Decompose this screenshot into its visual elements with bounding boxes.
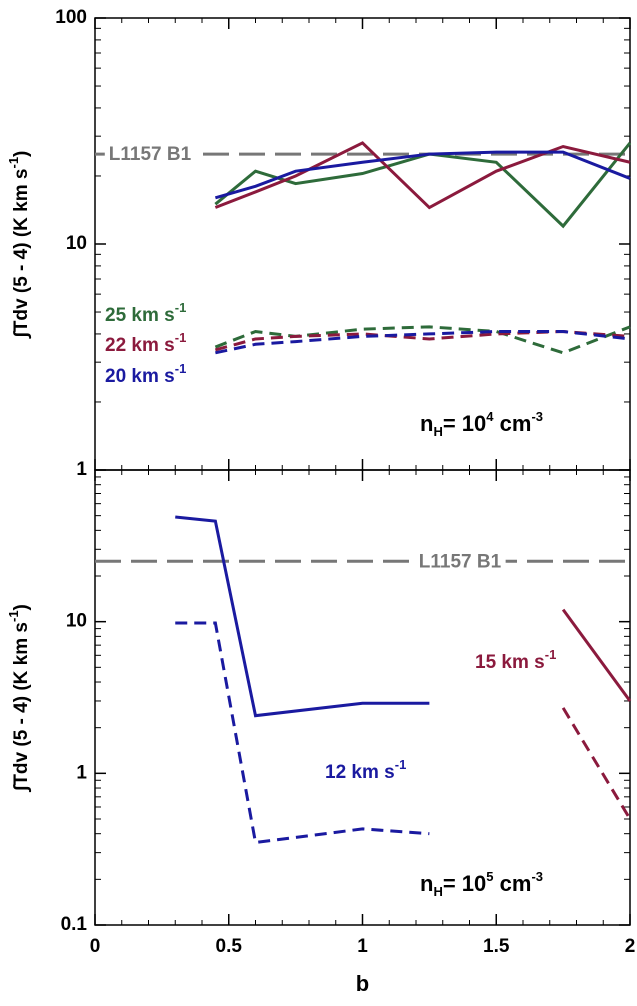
x-tick-label: 1.5	[483, 936, 510, 957]
series-label: 25 km s-1	[105, 300, 186, 326]
y-tick-label: 10	[66, 233, 87, 254]
y-tick-label: 10	[66, 611, 87, 632]
series-label-part: -1	[545, 647, 557, 662]
x-tick-label: 1	[357, 936, 368, 957]
series-label: nH= 104 cm-3	[420, 409, 543, 439]
series-label-part: 4	[486, 409, 494, 424]
series-line	[214, 150, 631, 200]
series-line	[175, 621, 430, 845]
plot-frame	[94, 17, 631, 471]
series-label-part: -3	[531, 409, 543, 424]
series-line	[214, 142, 632, 229]
y-axis-label-part: ∫Tdv (5 - 4) (K km s	[11, 622, 32, 793]
series-line	[215, 330, 631, 355]
series-label-part: 12 km s	[325, 762, 395, 783]
y-axis-label-part: )	[11, 604, 32, 610]
y-axis-label: ∫Tdv (5 - 4) (K km s-1)	[6, 604, 32, 793]
y-tick-label: 1	[76, 459, 87, 480]
reference-label: L1157 B1	[109, 144, 192, 165]
series-label-part: -1	[395, 757, 407, 772]
series-label-part: n	[420, 411, 433, 436]
y-tick-label: 1	[76, 762, 87, 783]
plot-frame	[94, 469, 631, 926]
series-label-part: cm	[494, 411, 532, 436]
series-label-part: = 10	[443, 411, 486, 436]
series-label-part: 15 km s	[475, 652, 545, 673]
series-label-part: 5	[486, 869, 493, 884]
x-axis-label: b	[356, 971, 369, 996]
series-label: 12 km s-1	[325, 757, 406, 783]
y-tick-label: 100	[55, 7, 87, 28]
series-label-part: -1	[175, 330, 187, 345]
series-line	[561, 707, 632, 820]
series-label: 15 km s-1	[475, 647, 556, 673]
series-label: 22 km s-1	[105, 330, 186, 356]
reference-label-bg	[104, 144, 196, 166]
y-axis-label-part: )	[11, 151, 32, 157]
y-axis-label: ∫Tdv (5 - 4) (K km s-1)	[6, 151, 32, 340]
series-label-part: = 10	[443, 871, 486, 896]
series-label-part: -3	[531, 869, 543, 884]
reference-label-bg	[414, 551, 506, 573]
series-label-part: 20 km s	[105, 366, 175, 387]
series-label-part: cm	[494, 871, 532, 896]
series-line	[214, 325, 631, 355]
x-tick-label: 0	[90, 936, 101, 957]
y-tick-label: 0.1	[61, 914, 88, 935]
series-label-part: 25 km s	[105, 305, 175, 326]
series-label-part: n	[420, 871, 433, 896]
series-label-part: -1	[175, 361, 187, 376]
series-line	[175, 515, 430, 718]
reference-label: L1157 B1	[419, 551, 502, 572]
series-label: nH= 105 cm-3	[420, 869, 543, 899]
y-axis-label-part: ∫Tdv (5 - 4) (K km s	[11, 169, 32, 340]
y-axis-label-part: -1	[6, 157, 21, 169]
series-label-part: -1	[175, 300, 187, 315]
y-axis-label-part: -1	[6, 610, 21, 622]
series-label-part: H	[433, 884, 442, 899]
series-label-part: H	[433, 424, 442, 439]
series-line	[561, 608, 632, 702]
series-label-part: 22 km s	[105, 335, 175, 356]
series-label: 20 km s-1	[105, 361, 186, 387]
x-tick-label: 0.5	[216, 936, 243, 957]
x-tick-label: 2	[625, 936, 636, 957]
